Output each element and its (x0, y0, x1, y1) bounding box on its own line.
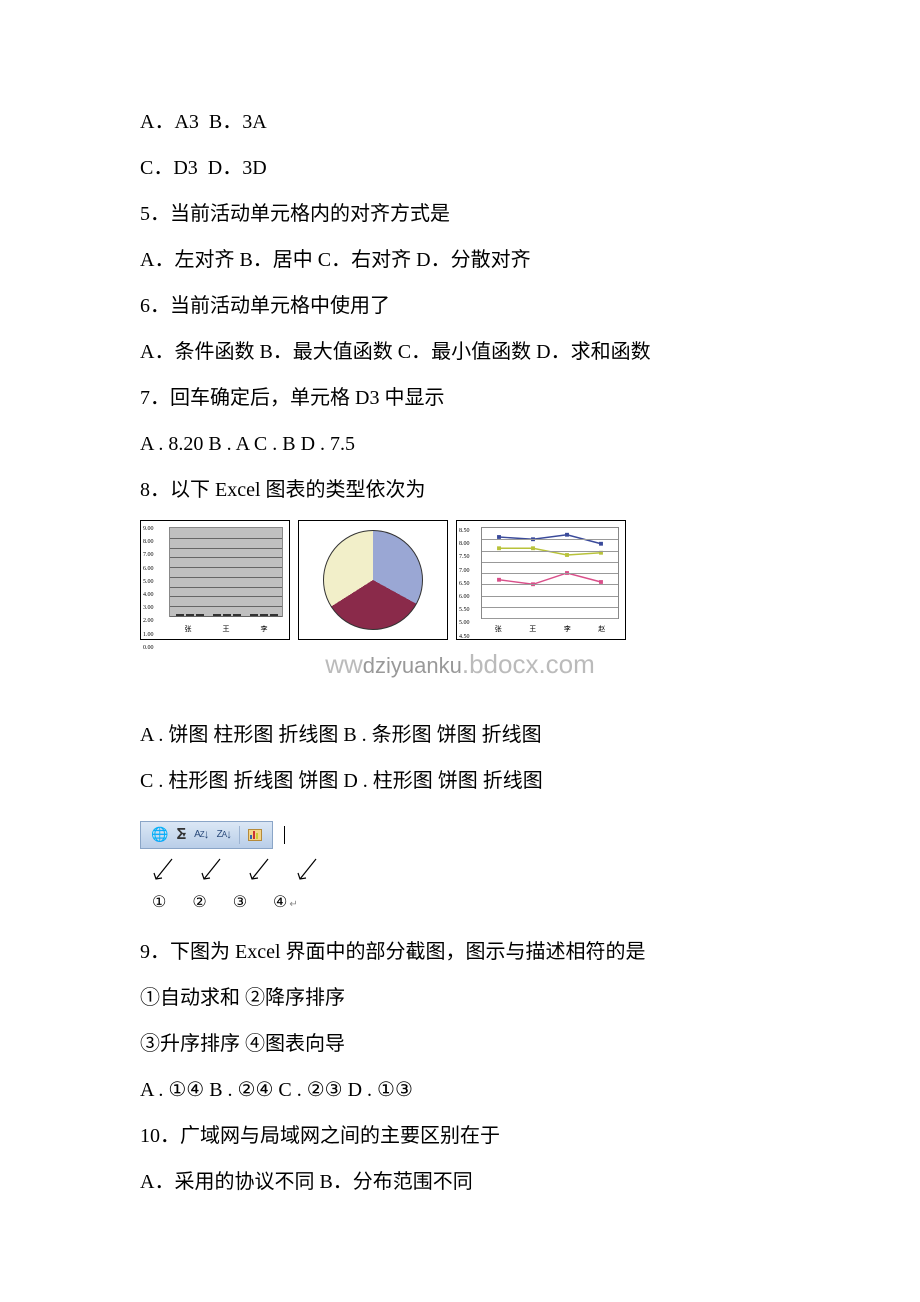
text: B．3A (209, 111, 267, 133)
line-chart: 8.508.007.507.006.506.005.505.004.50 张王李… (456, 520, 626, 640)
line-yaxis: 8.508.007.507.006.506.005.505.004.50 (459, 525, 479, 619)
q9-line3: ③升序排序 ④图表向导 (140, 1022, 780, 1066)
pie (323, 530, 423, 630)
watermark: wwdziyuanku.bdocx.com (140, 636, 780, 693)
globe-icon: 🌐 (151, 819, 168, 850)
q10-opts: A．采用的协议不同 B．分布范围不同 (140, 1160, 780, 1204)
label-2: ② (192, 885, 206, 920)
line-plot (481, 527, 619, 619)
chart-wizard-icon (248, 829, 262, 841)
sort-desc-icon: ZA↓ (217, 821, 231, 847)
q4-opts-ab: A．A3 B．3A (140, 100, 780, 144)
q5-stem: 5．当前活动单元格内的对齐方式是 (140, 192, 780, 236)
watermark-outer-r: .bdocx.com (462, 649, 595, 679)
q7-stem: 7．回车确定后，单元格 D3 中显示 (140, 376, 780, 420)
label-4: ④ (273, 885, 298, 920)
q10-stem: 10．广域网与局域网之间的主要区别在于 (140, 1114, 780, 1158)
bar-yaxis: 9.008.007.006.005.004.003.002.001.000.00 (143, 523, 167, 617)
sigma-icon: Σ▾ (176, 817, 186, 852)
bar-xaxis: 张王李 (169, 622, 283, 637)
sort-asc-icon: AZ↓ (194, 821, 209, 847)
q5-opts: A．左对齐 B．居中 C．右对齐 D．分散对齐 (140, 238, 780, 282)
charts-row: 9.008.007.006.005.004.003.002.001.000.00… (140, 520, 780, 640)
arrow-icon (296, 857, 320, 885)
q8-opts-b: C . 柱形图 折线图 饼图 D . 柱形图 饼图 折线图 (140, 759, 780, 803)
pie-chart (298, 520, 448, 640)
q9-stem: 9．下图为 Excel 界面中的部分截图，图示与描述相符的是 (140, 930, 780, 974)
label-1: ① (152, 885, 166, 920)
bar-chart: 9.008.007.006.005.004.003.002.001.000.00… (140, 520, 290, 640)
toolbar-figure: 🌐 Σ▾ AZ↓ ZA↓ ① ② ③ ④ (140, 811, 780, 920)
separator (239, 826, 240, 844)
watermark-inner: dziyuanku (363, 653, 462, 678)
arrows-row (140, 857, 780, 885)
label-3: ③ (233, 885, 247, 920)
bar-plot (169, 527, 283, 617)
labels-row: ① ② ③ ④ (140, 885, 780, 920)
text: A．A3 (140, 111, 199, 133)
arrow-icon (200, 857, 224, 885)
arrow-icon (152, 857, 176, 885)
q9-line2: ①自动求和 ②降序排序 (140, 976, 780, 1020)
q6-stem: 6．当前活动单元格中使用了 (140, 284, 780, 328)
text: D．3D (208, 157, 267, 179)
q4-opts-cd: C．D3 D．3D (140, 146, 780, 190)
q6-opts: A．条件函数 B．最大值函数 C．最小值函数 D．求和函数 (140, 330, 780, 374)
text: C．D3 (140, 157, 198, 179)
line-xaxis: 张王李赵 (481, 622, 619, 637)
toolbar: 🌐 Σ▾ AZ↓ ZA↓ (140, 821, 273, 849)
q8-opts-a: A . 饼图 柱形图 折线图 B . 条形图 饼图 折线图 (140, 713, 780, 757)
arrow-icon (248, 857, 272, 885)
q7-opts: A . 8.20 B . A C . B D . 7.5 (140, 422, 780, 466)
cursor-icon (284, 826, 285, 844)
q8-stem: 8．以下 Excel 图表的类型依次为 (140, 468, 780, 512)
watermark-outer-l: ww (325, 649, 363, 679)
q9-opts: A . ①④ B . ②④ C . ②③ D . ①③ (140, 1068, 780, 1112)
